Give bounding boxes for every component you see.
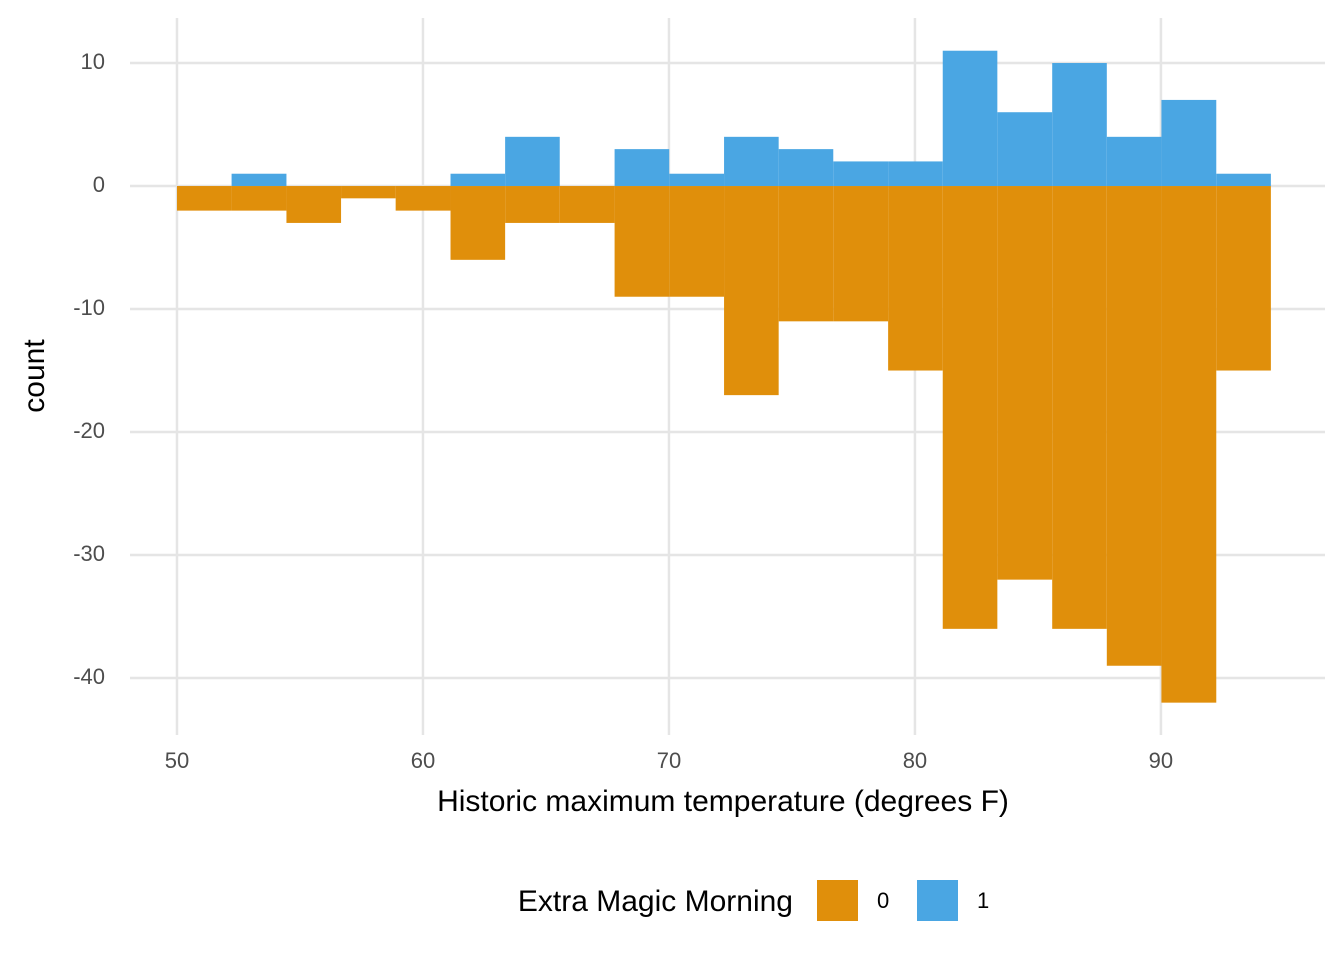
bar (669, 186, 725, 297)
bar (1216, 173, 1271, 187)
bar (778, 186, 834, 322)
bar (231, 173, 287, 187)
bar (833, 186, 889, 322)
bar (997, 186, 1053, 580)
x-tick-label: 70 (657, 748, 681, 773)
bar (559, 186, 615, 223)
bar (1052, 186, 1107, 629)
bar (450, 186, 506, 260)
y-tick-label: 0 (93, 172, 105, 197)
x-tick-label: 50 (165, 748, 189, 773)
x-tick-label: 80 (903, 748, 927, 773)
legend-label: 0 (877, 888, 889, 913)
bar (231, 186, 287, 211)
bar (505, 136, 560, 187)
legend-key (817, 880, 858, 921)
x-tick-label: 90 (1149, 748, 1173, 773)
bar (833, 161, 889, 187)
bar (341, 186, 396, 199)
bar (888, 161, 943, 187)
bar (724, 186, 779, 396)
bar (997, 112, 1053, 187)
y-tick-label: -40 (73, 664, 105, 689)
bar (778, 149, 834, 187)
bar (942, 50, 998, 187)
bar (395, 186, 451, 211)
bar (1161, 99, 1217, 187)
bar (505, 186, 560, 223)
legend-label: 1 (977, 888, 989, 913)
bar (614, 149, 670, 187)
legend-title: Extra Magic Morning (518, 885, 793, 918)
y-tick-label: -10 (73, 295, 105, 320)
y-tick-label: -20 (73, 418, 105, 443)
bar (1106, 186, 1162, 666)
x-tick-label: 60 (411, 748, 435, 773)
bar (1161, 186, 1217, 703)
x-axis-title: Historic maximum temperature (degrees F) (437, 785, 1009, 818)
bar (1106, 136, 1162, 187)
bar (450, 173, 506, 187)
y-tick-label: -30 (73, 541, 105, 566)
bar (942, 186, 998, 629)
bar (614, 186, 670, 297)
y-axis-title: count (18, 339, 51, 413)
bar (1216, 186, 1271, 371)
bar (176, 186, 232, 211)
y-tick-label: 10 (81, 49, 105, 74)
bar (669, 173, 725, 187)
bar (724, 136, 779, 187)
bar (1052, 63, 1107, 187)
bar (286, 186, 342, 223)
bar (888, 186, 943, 371)
legend-key (917, 880, 958, 921)
